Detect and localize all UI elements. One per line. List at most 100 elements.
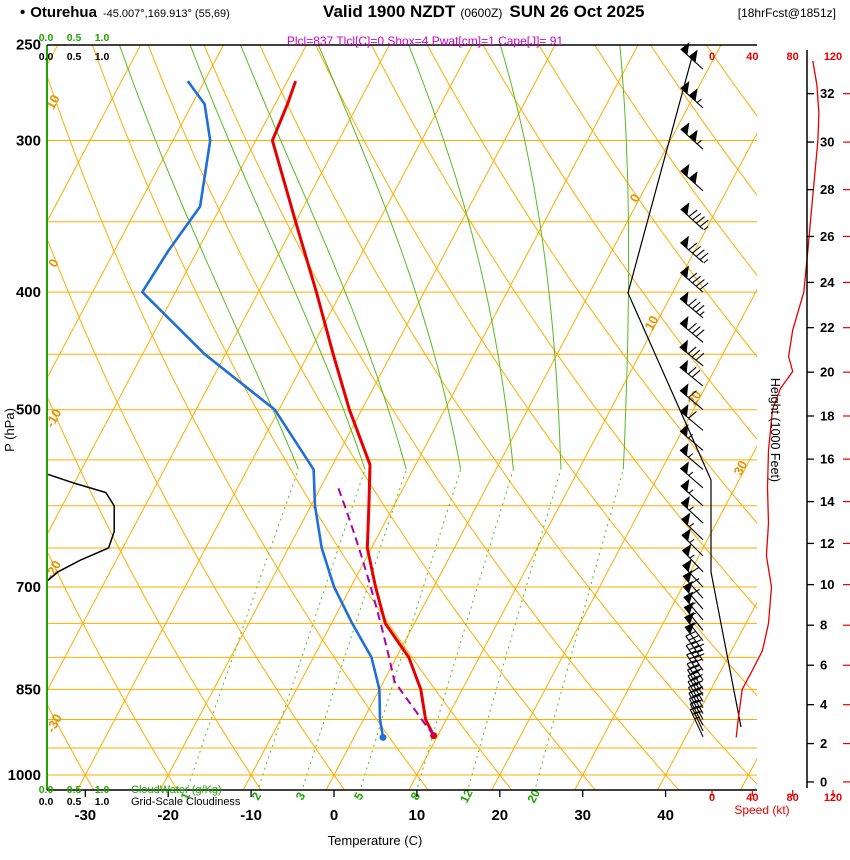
speed-tick-label-bottom: 120	[824, 792, 842, 804]
height-tick-label: 12	[820, 536, 834, 551]
speed-tick-label-top: 40	[746, 51, 758, 63]
moist-adiabat-line	[408, 45, 514, 470]
title-bar: • Oturehua -45.007°,169.913° (55,69) Val…	[20, 2, 836, 22]
wind-barb-staff	[679, 390, 704, 411]
wind-barb-half-feather	[697, 649, 703, 653]
temperature-curve	[270, 80, 435, 737]
wind-barb-feather	[692, 246, 701, 254]
temperature-tick-label: 40	[657, 807, 674, 824]
dry-adiabat-label: 10	[43, 92, 63, 112]
height-tick-label: 4	[820, 697, 828, 712]
temperature-tick-label: -30	[74, 807, 96, 824]
temperature-tick-label: -10	[240, 807, 262, 824]
isotherm-line	[47, 45, 142, 223]
height-tick-label: 28	[820, 182, 834, 197]
wind-barb-staff	[679, 449, 704, 470]
forecast-info: [18hrFcst@1851z]	[737, 6, 836, 20]
temperature-tick-label: -20	[157, 807, 179, 824]
wind-barb	[679, 359, 704, 387]
wind-barb-pennant	[688, 49, 698, 63]
station-bullet: •	[20, 4, 26, 21]
wind-barb-half-feather	[688, 471, 694, 476]
wind-barb-half-feather	[703, 226, 709, 231]
wind-barb	[679, 291, 705, 319]
wind-barb-feather	[688, 272, 698, 281]
temperature-tick-label: 10	[409, 807, 426, 824]
moist-adiabat-line	[189, 45, 366, 470]
dry-adiabat-line	[482, 45, 757, 440]
wind-barb	[681, 512, 704, 541]
wind-barb-half-feather	[689, 554, 695, 559]
wind-barb-staff	[679, 242, 704, 263]
dry-adiabat-line	[47, 549, 178, 790]
wind-barb-feather	[692, 710, 703, 715]
height-tick-label: 8	[820, 618, 827, 633]
isotherm-line	[47, 45, 390, 692]
dry-adiabat-line	[91, 45, 513, 790]
station-coordinates: -45.007°,169.913° (55,69)	[102, 8, 230, 20]
wind-barb-staff	[679, 430, 704, 451]
mixing-ratio-label: 12	[457, 787, 476, 806]
wind-barb-half-feather	[694, 664, 701, 668]
wind-barb-half-feather	[699, 311, 705, 316]
wind-barb-feather	[699, 252, 709, 261]
dry-adiabat-line	[47, 74, 429, 790]
pressure-tick-label: 500	[16, 402, 41, 419]
cloudwater-scale-bottom: 0.5	[67, 784, 82, 796]
isotherm-label: 10	[641, 313, 661, 333]
wind-barb-half-feather	[688, 489, 694, 494]
sounding-parameters-line: Plcl=837 Tlcl[C]=0 Shox=4 Pwat[cm]=1 Cap…	[286, 34, 564, 48]
temperature-tick-label: 20	[491, 807, 508, 824]
height-tick-label: 10	[820, 577, 834, 592]
pressure-axis-title: P (hPa)	[2, 408, 17, 452]
wind-envelope-line	[627, 56, 742, 728]
wind-barb-feather	[695, 279, 705, 287]
wind-barb-pennant	[680, 291, 689, 305]
cloudwater-scale-top: 1.0	[95, 32, 110, 44]
isotherm-label: 20	[685, 388, 705, 408]
wind-barb	[679, 461, 704, 489]
dry-adiabat-line	[203, 45, 680, 790]
wind-barb-feather	[692, 212, 702, 221]
grid-layer	[47, 45, 757, 790]
parcel-ascent-curve	[336, 484, 435, 737]
wind-barb	[689, 706, 704, 737]
wind-barb	[680, 202, 709, 231]
wind-barb-feather	[699, 219, 709, 227]
wind-barb-pennant	[680, 383, 689, 397]
wind-barb-feather	[691, 301, 701, 310]
wind-barb-pennant	[680, 81, 690, 94]
wind-barb	[680, 163, 704, 192]
wind-barb-staff	[679, 346, 704, 367]
moist-adiabat-line	[499, 45, 562, 470]
wind-barb-pennant	[680, 461, 689, 475]
wind-barb	[679, 315, 705, 343]
dry-adiabat-line	[370, 45, 757, 610]
wind-barb	[680, 81, 704, 109]
wind-barb-pennant	[682, 559, 692, 572]
wind-barb-pennant	[681, 495, 690, 509]
moist-adiabat-line	[317, 45, 462, 470]
wind-barb-staff	[689, 709, 704, 737]
pressure-tick-label: 400	[16, 284, 41, 301]
cloudiness-scale-bottom: 1.0	[95, 796, 110, 808]
mixing-ratio-label: 8	[408, 790, 424, 803]
isotherm-line	[657, 601, 757, 790]
wind-barb-half-feather	[691, 622, 697, 627]
wind-barb-feather	[699, 282, 709, 290]
wind-barb	[679, 383, 704, 411]
wind-barb-pennant	[682, 544, 692, 557]
wind-barb-staff	[680, 48, 704, 70]
wind-barb	[679, 339, 705, 367]
moist-adiabat-line	[118, 45, 299, 470]
cloudwater-scale-bottom: 0.0	[39, 784, 54, 796]
height-tick-label: 14	[820, 494, 835, 509]
isotherm-line	[76, 45, 473, 790]
dry-adiabat-line	[47, 395, 262, 790]
speed-tick-label-bottom: 0	[709, 792, 715, 804]
wind-barb-pennant	[680, 235, 689, 249]
wind-barb-staff	[679, 298, 704, 319]
wind-barb-feather	[695, 352, 705, 361]
height-tick-label: 22	[820, 320, 834, 335]
